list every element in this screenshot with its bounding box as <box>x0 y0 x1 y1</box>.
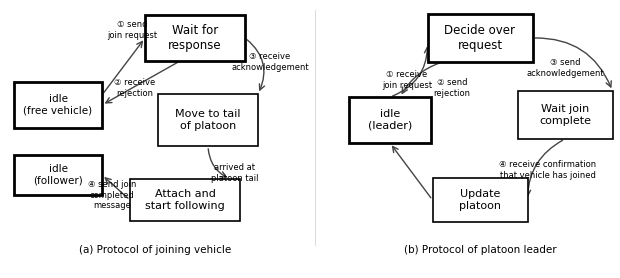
FancyBboxPatch shape <box>158 94 258 146</box>
Text: ④ receive confirmation
that vehicle has joined: ④ receive confirmation that vehicle has … <box>500 160 596 180</box>
Text: Wait for
response: Wait for response <box>168 24 222 52</box>
Text: Attach and
start following: Attach and start following <box>145 189 225 211</box>
FancyBboxPatch shape <box>14 155 102 195</box>
FancyBboxPatch shape <box>518 91 613 139</box>
Text: idle
(follower): idle (follower) <box>33 164 83 186</box>
Text: Move to tail
of platoon: Move to tail of platoon <box>175 109 241 131</box>
FancyBboxPatch shape <box>433 178 528 222</box>
Text: ② send
rejection: ② send rejection <box>433 78 471 98</box>
FancyBboxPatch shape <box>145 15 245 61</box>
Text: ④ send join
completed
message: ④ send join completed message <box>88 180 136 210</box>
Text: ① send
join request: ① send join request <box>107 20 157 40</box>
FancyBboxPatch shape <box>428 14 533 62</box>
Text: ③ send
acknowledgement: ③ send acknowledgement <box>526 58 604 78</box>
Text: Wait join
complete: Wait join complete <box>539 104 591 126</box>
Text: idle
(free vehicle): idle (free vehicle) <box>24 94 92 116</box>
Text: ③ receive
acknowledgement: ③ receive acknowledgement <box>231 52 309 72</box>
FancyBboxPatch shape <box>349 97 431 143</box>
Text: (a) Protocol of joining vehicle: (a) Protocol of joining vehicle <box>79 245 231 255</box>
Text: arrived at
platoon tail: arrived at platoon tail <box>211 163 259 183</box>
Text: Decide over
request: Decide over request <box>445 24 515 52</box>
Text: idle
(leader): idle (leader) <box>368 109 412 131</box>
Text: Update
platoon: Update platoon <box>459 189 501 211</box>
FancyBboxPatch shape <box>14 82 102 128</box>
Text: ② receive
rejection: ② receive rejection <box>114 78 156 98</box>
Text: ① receive
join request: ① receive join request <box>382 70 432 90</box>
FancyBboxPatch shape <box>130 179 240 221</box>
Text: (b) Protocol of platoon leader: (b) Protocol of platoon leader <box>404 245 556 255</box>
